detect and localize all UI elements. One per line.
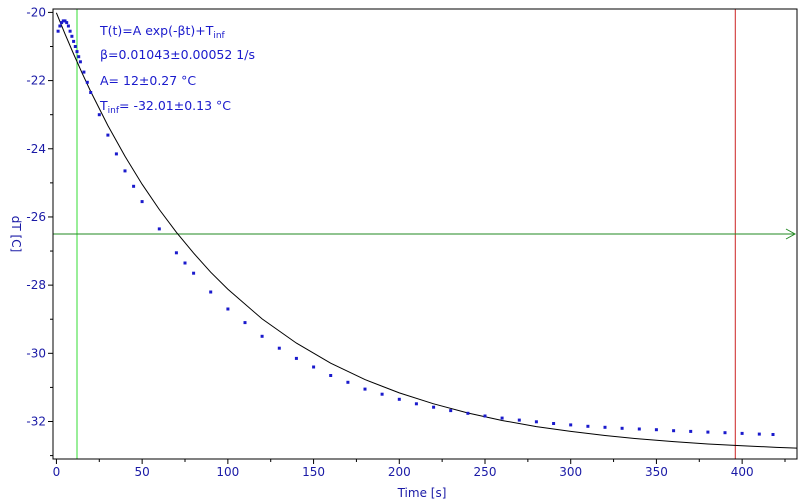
data-point bbox=[226, 307, 230, 311]
data-point bbox=[70, 34, 74, 38]
data-point bbox=[740, 431, 744, 435]
data-point bbox=[65, 21, 69, 25]
data-point bbox=[706, 430, 710, 434]
x-tick-label: 300 bbox=[559, 465, 582, 479]
y-tick-label: -20 bbox=[26, 5, 46, 19]
data-point bbox=[183, 261, 187, 265]
data-point bbox=[68, 29, 72, 33]
data-point bbox=[569, 423, 573, 427]
data-point bbox=[397, 397, 401, 401]
data-point bbox=[72, 39, 76, 43]
data-point bbox=[449, 409, 453, 413]
points-layer bbox=[56, 19, 775, 436]
data-point bbox=[260, 334, 264, 338]
data-point bbox=[157, 227, 161, 231]
data-point bbox=[209, 290, 213, 294]
data-point bbox=[132, 184, 136, 188]
data-point bbox=[78, 60, 82, 64]
data-point bbox=[277, 346, 281, 350]
data-point bbox=[757, 432, 761, 436]
fit-curve bbox=[55, 12, 798, 449]
data-point bbox=[97, 113, 101, 117]
data-point bbox=[63, 19, 67, 23]
data-point bbox=[517, 418, 521, 422]
data-point bbox=[82, 70, 86, 74]
x-tick-label: 150 bbox=[302, 465, 325, 479]
data-point bbox=[380, 392, 384, 396]
x-tick-label: 50 bbox=[135, 465, 150, 479]
annotation-tinf: Tinf= -32.01±0.13 °C bbox=[99, 98, 231, 116]
annotation-tinf-main: T bbox=[99, 98, 108, 113]
data-point bbox=[192, 271, 196, 275]
x-tick-label: 100 bbox=[216, 465, 239, 479]
y-tick-label: -22 bbox=[26, 74, 46, 88]
y-tick-label: -30 bbox=[26, 346, 46, 360]
annotation-tinf-sub: inf bbox=[108, 106, 120, 116]
plot-frame bbox=[52, 8, 798, 460]
data-point bbox=[123, 169, 127, 173]
data-point bbox=[346, 380, 350, 384]
data-point bbox=[77, 55, 81, 59]
y-tick-label: -32 bbox=[26, 415, 46, 429]
data-point bbox=[620, 426, 624, 430]
x-tick-label: 0 bbox=[53, 465, 61, 479]
data-point bbox=[654, 428, 658, 432]
data-point bbox=[672, 429, 676, 433]
data-point bbox=[534, 420, 538, 424]
data-point bbox=[466, 411, 470, 415]
data-point bbox=[312, 365, 316, 369]
data-point bbox=[140, 200, 144, 204]
data-point bbox=[56, 29, 60, 33]
annotation-amplitude: A= 12±0.27 °C bbox=[100, 73, 196, 88]
tick-layer: 0 50 100 150 200 250 300 350 400 -20 -22 -24 -26 -28 -… bbox=[26, 5, 786, 479]
data-point bbox=[75, 50, 79, 54]
cursor-layer bbox=[53, 9, 797, 459]
y-tick-label: -26 bbox=[26, 210, 46, 224]
x-tick-label: 250 bbox=[474, 465, 497, 479]
data-point bbox=[603, 425, 607, 429]
data-point bbox=[637, 427, 641, 431]
x-tick-label: 200 bbox=[388, 465, 411, 479]
data-point bbox=[114, 152, 118, 156]
fit-annotation: T(t)=A exp(-βt)+Tinf β=0.01043±0.00052 1… bbox=[99, 23, 255, 116]
data-point bbox=[414, 402, 418, 406]
data-point bbox=[723, 431, 727, 435]
annotation-beta: β=0.01043±0.00052 1/s bbox=[100, 47, 255, 62]
data-point bbox=[552, 422, 556, 425]
data-point bbox=[174, 251, 178, 255]
data-point bbox=[363, 387, 367, 391]
data-point bbox=[85, 80, 89, 84]
data-point bbox=[689, 429, 693, 433]
data-point bbox=[294, 356, 298, 360]
data-point bbox=[106, 133, 110, 137]
x-axis-title: Time [s] bbox=[397, 486, 447, 500]
annotation-formula-sub: inf bbox=[213, 31, 225, 41]
y-tick-label: -24 bbox=[26, 142, 46, 156]
data-point bbox=[61, 19, 65, 23]
data-point bbox=[58, 24, 62, 28]
data-point bbox=[329, 374, 333, 377]
data-point bbox=[500, 416, 504, 420]
x-tick-label: 400 bbox=[731, 465, 754, 479]
fit-layer bbox=[55, 12, 798, 449]
y-tick-label: -28 bbox=[26, 278, 46, 292]
data-point bbox=[483, 414, 487, 418]
x-tick-label: 350 bbox=[645, 465, 668, 479]
data-point bbox=[60, 21, 64, 25]
data-point bbox=[89, 91, 93, 94]
annotation-tinf-value: = -32.01±0.13 °C bbox=[119, 98, 231, 113]
data-point bbox=[771, 433, 775, 436]
data-point bbox=[66, 24, 70, 28]
data-point bbox=[586, 424, 590, 428]
data-point bbox=[432, 405, 436, 409]
annotation-formula: T(t)=A exp(-βt)+Tinf bbox=[99, 23, 226, 41]
cursor-arrow bbox=[785, 228, 797, 240]
annotation-formula-main: T(t)=A exp(-βt)+T bbox=[99, 23, 214, 38]
data-point bbox=[73, 45, 77, 48]
data-point bbox=[243, 321, 247, 325]
y-axis-title: dT [C] bbox=[9, 216, 23, 253]
